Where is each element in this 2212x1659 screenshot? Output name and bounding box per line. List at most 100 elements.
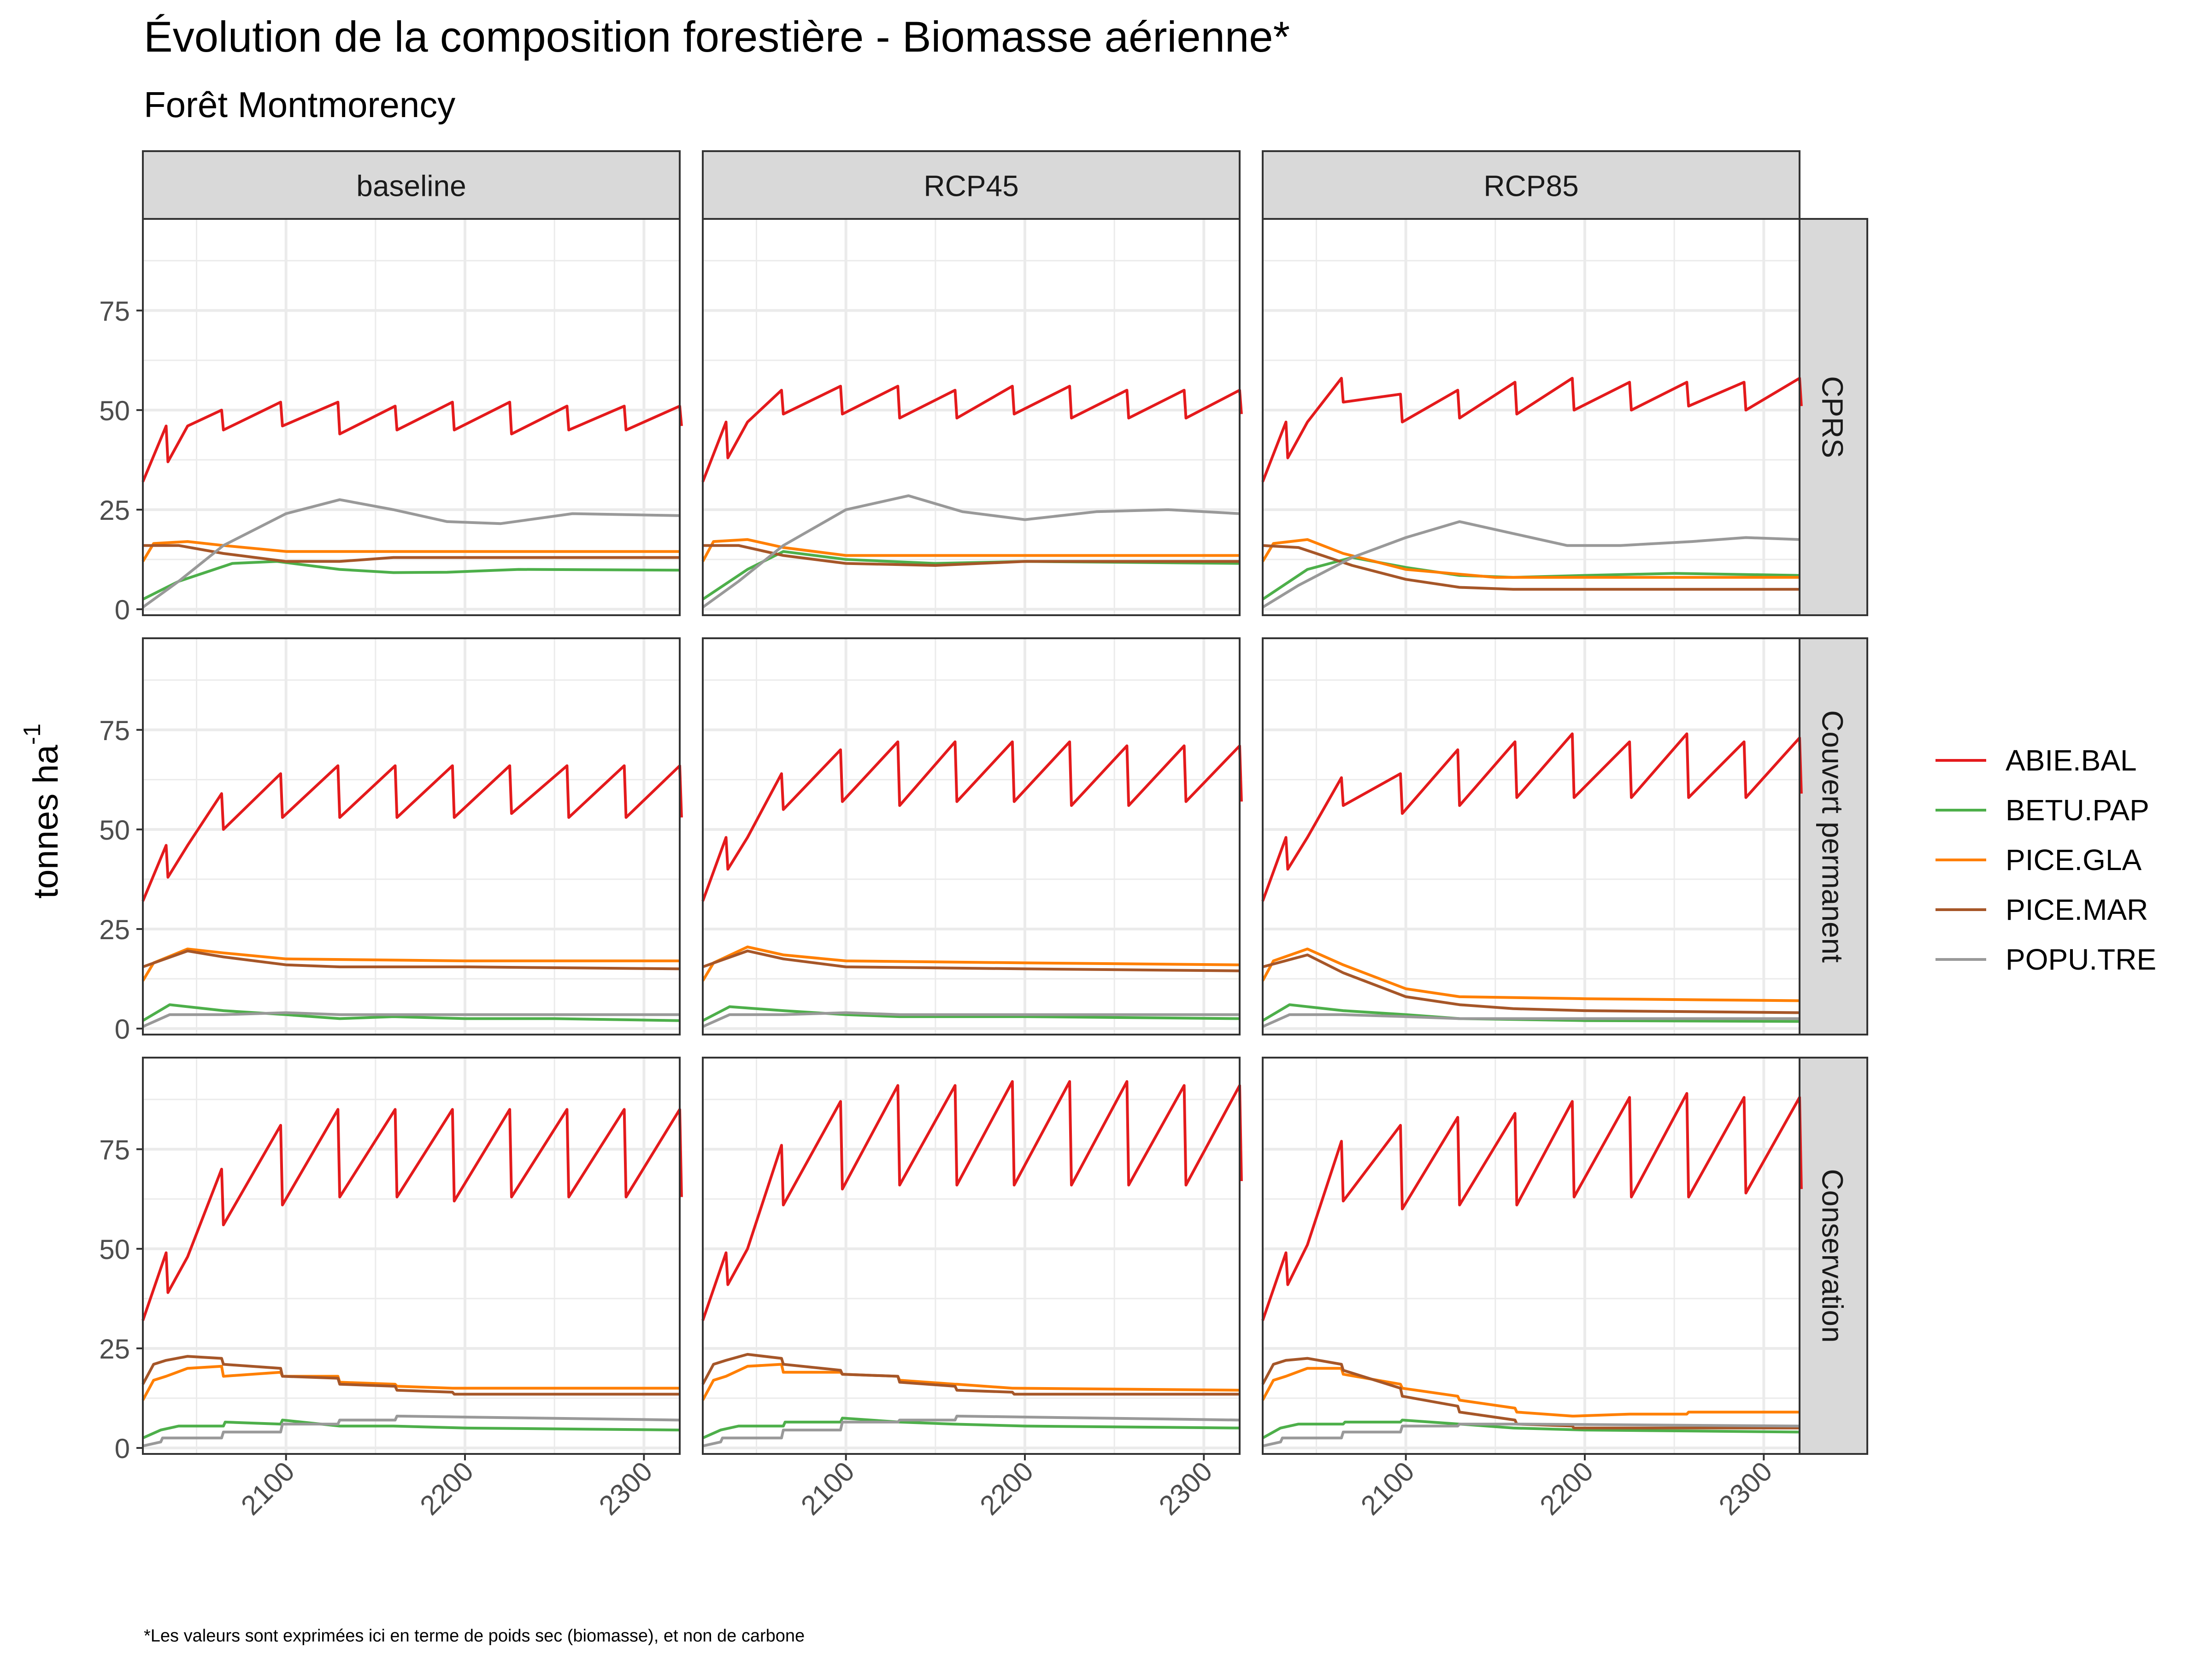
series-line-popu-tre [142,1414,680,1447]
series-line-pice-gla [701,538,1240,562]
series-line-betu-pap [702,1417,1240,1440]
y-tick-label: 0 [115,1014,130,1045]
series-line-abie-bal [701,740,1243,902]
series-line-abie-bal [1261,377,1803,482]
series-line-popu-tre [702,1011,1240,1028]
legend-item-popu-tre: POPU.TRE [1936,943,2156,976]
series-line-popu-tre [1262,1013,1800,1028]
facet-strip-cprs: CPRS [1799,218,1868,616]
panel-border [1262,637,1800,1035]
y-tick-label: 50 [99,395,130,426]
panel-border [702,218,1241,616]
y-tick-label: 25 [99,1334,130,1365]
facet-strip-label: CPRS [1816,376,1849,458]
panel-couvert-permanent-rcp85 [1261,637,1803,1035]
y-tick-label: 25 [99,495,130,526]
facet-strip-label: baseline [356,170,466,203]
series-line-popu-tre [142,498,680,609]
y-axis-label-sup: -1 [19,724,46,745]
panel-border [142,218,681,616]
series-line-betu-pap [142,1418,680,1440]
facet-strip-rcp85: RCP85 [1262,150,1800,220]
y-tick-label: 75 [99,1135,130,1165]
series-line-popu-tre [1262,1423,1800,1447]
series-line-popu-tre [142,1011,680,1028]
x-tick-label: 2200 [414,1456,479,1521]
chart-subtitle: Forêt Montmorency [144,84,455,125]
series-line-pice-mar [1262,544,1800,591]
y-tick-label: 25 [99,914,130,945]
series-line-abie-bal [141,1108,683,1321]
series-line-abie-bal [1261,732,1803,902]
x-tick-label: 2200 [974,1456,1039,1521]
series-line-abie-bal [701,1080,1243,1321]
series-line-betu-pap [702,1005,1240,1022]
facet-strip-label: RCP45 [924,170,1018,203]
chart-caption: *Les valeurs sont exprimées ici en terme… [144,1626,805,1646]
series-line-pice-mar [701,1353,1240,1396]
x-tick-label: 2300 [593,1456,659,1521]
panel-conservation-rcp85: 2100 2200 2300 [1261,1057,1803,1521]
series-line-betu-pap [142,1003,680,1022]
x-tick-label: 2300 [1713,1456,1778,1521]
series-line-pice-mar [143,544,680,563]
y-tick-label: 50 [99,1234,130,1265]
svg-text:tonnes ha-1: tonnes ha-1 [19,724,65,899]
legend-item-pice-gla: PICE.GLA [1936,843,2142,877]
series-line-pice-mar [142,949,680,971]
x-tick-label: 2100 [795,1456,860,1521]
series-line-pice-mar [703,544,1240,567]
x-tick-label: 2100 [235,1456,300,1521]
series-line-pice-mar [702,949,1240,972]
panel-border [1262,1057,1800,1455]
panel-cprs-rcp45 [701,218,1243,616]
panel-border [142,637,681,1035]
panel-border [142,1057,681,1455]
legend-label: POPU.TRE [2006,943,2156,976]
facet-strip-label: Couvert permanent [1816,710,1849,963]
legend-label: PICE.MAR [2006,893,2148,926]
series-line-pice-mar [141,1355,680,1396]
legend-label: BETU.PAP [2006,794,2149,827]
y-axis-label: tonnes ha-1 [19,724,65,899]
x-tick-label: 2200 [1534,1456,1599,1521]
facet-strip-conservation: Conservation [1799,1057,1868,1455]
series-line-pice-gla [1261,947,1800,1002]
y-axis-label-main: tonnes ha [26,744,65,899]
panel-border [702,1057,1241,1455]
series-line-pice-gla [1261,1367,1800,1418]
facet-strip-label: RCP85 [1483,170,1578,203]
legend-label: ABIE.BAL [2006,744,2137,777]
legend: ABIE.BAL BETU.PAP PICE.GLA PICE.MAR POPU.TRE [1936,744,2156,976]
x-tick-label: 2300 [1153,1456,1218,1521]
panel-conservation-rcp45: 2100 2200 2300 [701,1057,1243,1521]
panel-couvert-permanent-baseline: 0 25 50 75 [99,637,683,1045]
facet-strip-baseline: baseline [142,150,681,220]
facet-strip-rcp45: RCP45 [702,150,1241,220]
facet-strip-label: Conservation [1816,1169,1849,1342]
legend-item-betu-pap: BETU.PAP [1936,794,2149,827]
series-line-betu-pap [1262,1418,1800,1440]
series-line-abie-bal [141,400,683,482]
legend-label: PICE.GLA [2006,843,2142,877]
x-tick-label: 2100 [1355,1456,1420,1521]
panel-couvert-permanent-rcp45 [701,637,1243,1035]
series-line-abie-bal [1261,1092,1803,1321]
chart-title: Évolution de la composition forestière -… [144,12,1290,61]
panel-conservation-baseline: 0 25 50 75 2100 2200 2300 [99,1057,683,1521]
series-line-abie-bal [141,764,683,902]
series-line-abie-bal [701,385,1243,482]
series-line-pice-gla [1261,538,1800,579]
panel-cprs-rcp85 [1261,218,1803,616]
facet-grid: baseline RCP45 RCP85 CPRS Couvert permanent C… [99,150,1868,1521]
series-line-popu-tre [702,494,1240,609]
series-line-popu-tre [702,1414,1240,1447]
legend-item-abie-bal: ABIE.BAL [1936,744,2137,777]
y-tick-label: 0 [115,1433,130,1464]
y-tick-label: 75 [99,296,130,327]
facet-strip-couvert-permanent: Couvert permanent [1799,637,1868,1035]
y-tick-label: 50 [99,815,130,846]
series-line-betu-pap [142,560,680,601]
y-tick-label: 75 [99,715,130,746]
